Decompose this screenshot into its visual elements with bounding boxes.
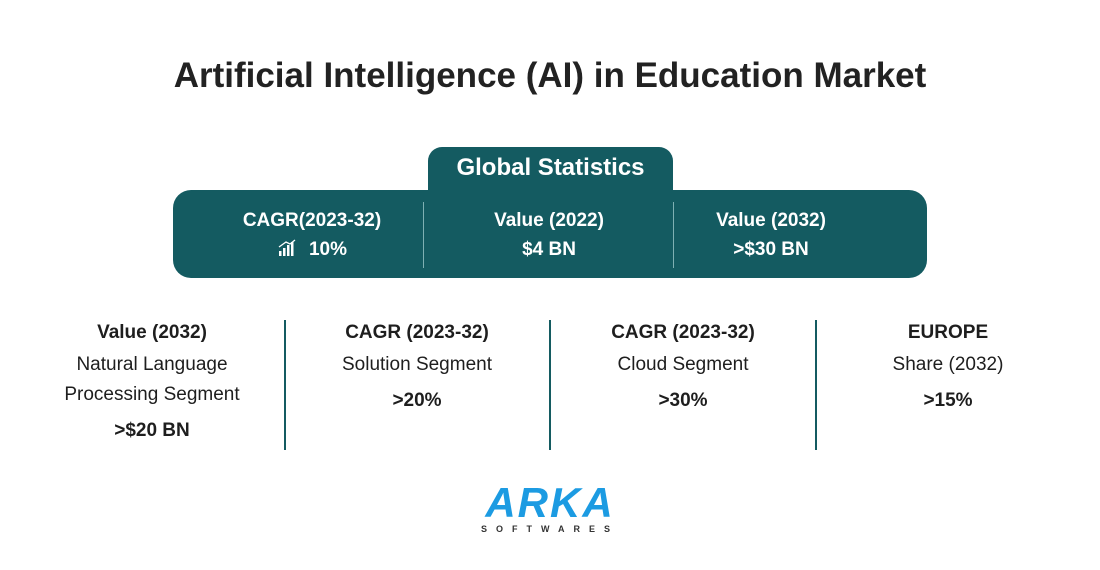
segment: CAGR (2023-32) Cloud Segment >30% (558, 318, 808, 416)
stat-label: CAGR(2023-32) (242, 210, 382, 231)
segment-description: Solution Segment (342, 354, 492, 375)
segment: CAGR (2023-32) Solution Segment >20% (292, 318, 542, 416)
stat-value: 10% (308, 239, 348, 260)
logo: ARKA SOFTWARES (450, 479, 650, 535)
stat: Value (2022) $4 BN (429, 206, 669, 264)
page-title: Artificial Intelligence (AI) in Educatio… (173, 56, 927, 95)
segment: EUROPE Share (2032) >15% (823, 318, 1073, 416)
divider (815, 320, 817, 450)
segment-label: CAGR (2023-32) (611, 322, 755, 343)
stat-label: Value (2022) (494, 210, 604, 231)
segment-value: >30% (658, 390, 708, 411)
segment-label: CAGR (2023-32) (345, 322, 489, 343)
segment-label: Value (2032) (97, 322, 207, 343)
stat-label: Value (2032) (716, 210, 826, 231)
stat-value: >$30 BN (733, 239, 809, 260)
segment-value: >$20 BN (114, 420, 190, 441)
logo-name: ARKA (485, 479, 615, 526)
stat: CAGR(2023-32) 10% (192, 206, 432, 264)
stat: Value (2032) >$30 BN (651, 206, 891, 264)
growth-icon (278, 239, 296, 256)
global-box: CAGR(2023-32) 10% Value (2022) $4 BN Val… (173, 190, 927, 278)
segment-label: EUROPE (907, 322, 989, 343)
segment-description: Natural Language Processing Segment (64, 354, 240, 405)
segment: Value (2032) Natural Language Processing… (27, 318, 277, 446)
divider (423, 202, 424, 268)
divider (549, 320, 551, 450)
divider (284, 320, 286, 450)
stat-value-row: 10% (192, 235, 432, 264)
divider (673, 202, 674, 268)
segment-description: Share (2032) (892, 354, 1004, 375)
segment-value: >15% (923, 390, 973, 411)
global-tab: Global Statistics (428, 147, 673, 193)
stat-value: $4 BN (522, 239, 576, 260)
segment-description: Cloud Segment (617, 354, 749, 375)
segment-value: >20% (392, 390, 442, 411)
logo-tagline: SOFTWARES (480, 524, 619, 534)
